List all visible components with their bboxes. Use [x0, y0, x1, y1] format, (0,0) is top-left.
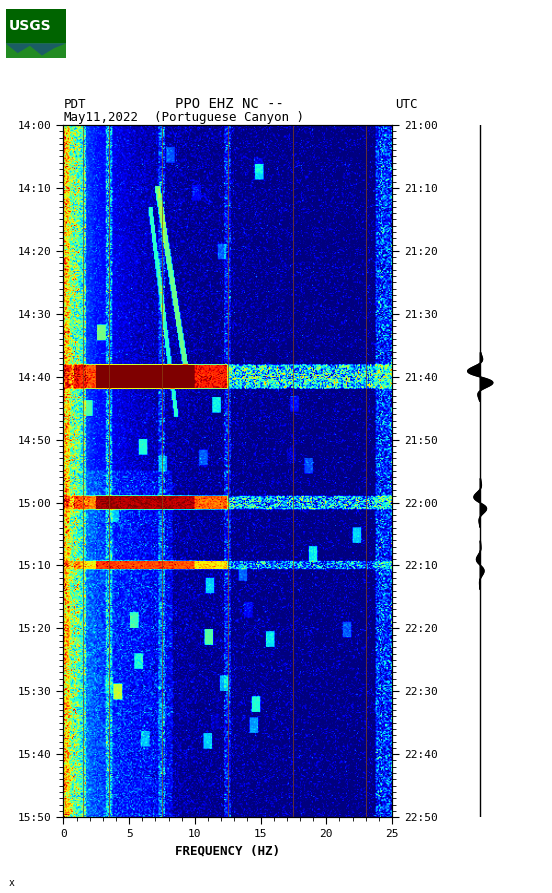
FancyBboxPatch shape [6, 43, 66, 58]
Text: (Portuguese Canyon ): (Portuguese Canyon ) [154, 111, 304, 124]
Text: UTC: UTC [395, 97, 417, 111]
X-axis label: FREQUENCY (HZ): FREQUENCY (HZ) [175, 845, 280, 857]
Text: PPO EHZ NC --: PPO EHZ NC -- [174, 96, 284, 111]
Polygon shape [6, 43, 66, 55]
Text: x: x [8, 878, 14, 888]
Text: PDT: PDT [63, 97, 86, 111]
Text: USGS: USGS [9, 19, 51, 33]
FancyBboxPatch shape [6, 9, 66, 43]
Text: May11,2022: May11,2022 [63, 111, 139, 124]
